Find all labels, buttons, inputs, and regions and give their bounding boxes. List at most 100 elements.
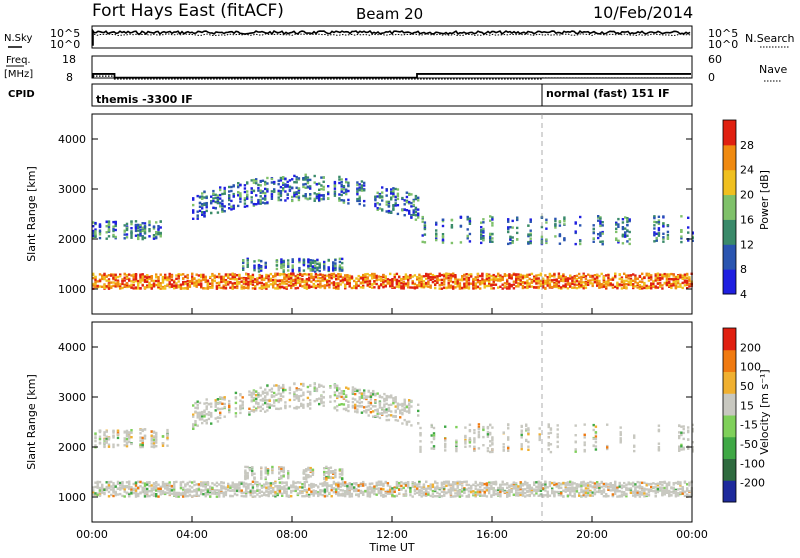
velocity-cell [454,483,456,485]
power-cell [385,280,387,282]
velocity-cell [112,495,114,497]
velocity-cell [306,489,308,491]
velocity-cell [486,495,488,497]
power-cell [617,226,619,228]
velocity-cell [607,483,609,485]
velocity-cell [268,486,270,488]
velocity-cell [369,492,371,494]
power-cell [415,207,417,209]
power-cell [512,236,514,238]
velocity-cell [256,493,258,495]
power-cell [443,278,445,280]
velocity-cell [436,495,438,497]
power-cell [94,236,96,238]
power-cell [112,277,114,279]
power-cell [508,277,510,279]
power-cell [110,274,112,276]
velocity-cell [229,495,231,497]
power-cell [507,243,509,245]
power-cell [236,281,238,283]
velocity-cell [369,494,371,496]
power-cell [556,284,558,286]
power-cell [436,279,438,281]
power-cell [309,187,311,189]
velocity-cell [472,490,474,492]
power-cell [463,286,465,288]
power-cell [607,281,609,283]
power-cell [392,195,394,197]
power-cell [119,283,121,285]
power-cell [227,281,229,283]
velocity-cell [310,491,312,493]
power-cell [251,191,253,193]
power-cell [580,276,582,278]
power-cell [493,279,495,281]
velocity-cell [558,491,560,493]
power-cell [108,235,110,237]
velocity-cell [488,483,490,485]
power-cell [306,278,308,280]
velocity-cell [385,492,387,494]
power-cell [148,222,150,224]
velocity-cell [180,487,182,489]
power-cell [324,278,326,280]
power-cell [313,279,315,281]
velocity-cell [376,488,378,490]
velocity-cell [328,492,330,494]
power-cell [142,279,144,281]
power-cell [585,275,587,277]
power-cell [628,277,630,279]
power-cell [397,204,399,206]
velocity-cell [148,485,150,487]
power-cell [230,206,232,208]
power-cell [450,280,452,282]
velocity-cell [220,481,222,483]
power-cell [124,230,126,232]
velocity-cell [601,486,603,488]
velocity-cell [182,481,184,483]
power-cell [388,210,390,212]
velocity-cell [443,494,445,496]
power-cell [653,221,655,223]
velocity-cell [252,489,254,491]
velocity-cell [202,489,204,491]
power-cell [272,286,274,288]
velocity-cell [178,493,180,495]
velocity-cell [571,488,573,490]
power-cell [648,287,650,289]
velocity-cell [115,486,117,488]
power-cell [662,225,664,227]
power-cell [340,275,342,277]
power-cell [363,184,365,186]
power-cell [632,273,634,275]
power-cell [292,270,294,272]
power-cell [272,282,274,284]
power-cell [139,279,141,281]
plot-title: Fort Hays East (fitACF) [92,1,284,21]
power-cell [574,281,576,283]
power-cell [310,275,312,277]
power-cell [425,273,427,275]
power-cell [527,224,529,226]
power-cell [228,195,230,197]
power-cell [405,278,407,280]
power-cell [565,285,567,287]
velocity-cell [614,493,616,495]
power-cell [467,237,469,239]
power-cell [502,284,504,286]
power-cell [376,283,378,285]
velocity-cell [101,492,103,494]
velocity-cell [279,490,281,492]
power-cell [349,282,351,284]
power-cell [200,276,202,278]
power-cell [427,286,429,288]
power-cell [135,274,137,276]
velocity-cell [94,482,96,484]
power-cell [417,199,419,201]
power-cell [137,226,139,228]
velocity-cell [108,491,110,493]
power-cell [206,202,208,204]
power-cell [559,243,561,245]
velocity-cell [326,490,328,492]
velocity-cell [313,489,315,491]
